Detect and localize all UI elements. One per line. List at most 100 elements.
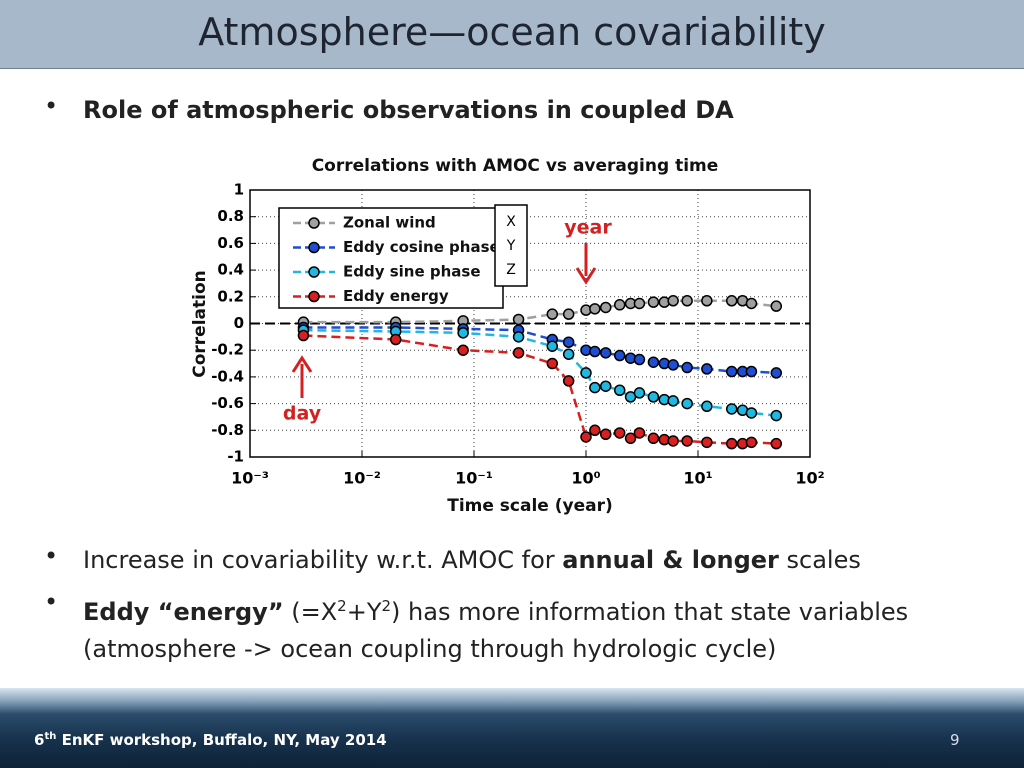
y-tick-label: -0.4 — [211, 367, 244, 385]
annotation: Y — [506, 238, 516, 254]
annotation: year — [564, 217, 612, 239]
y-tick-label: -0.8 — [211, 421, 244, 439]
bullet-text: (=X — [283, 598, 338, 626]
data-point — [725, 403, 738, 415]
data-point — [667, 295, 679, 307]
data-point — [457, 344, 469, 356]
data-point — [613, 427, 626, 439]
data-point — [457, 327, 469, 339]
data-point — [633, 297, 646, 310]
data-point — [580, 431, 592, 443]
data-point — [725, 437, 738, 450]
data-point — [701, 295, 713, 307]
legend-label: Eddy cosine phase — [343, 238, 500, 256]
legend-label: Eddy sine phase — [343, 263, 481, 281]
data-point — [589, 424, 601, 437]
data-point — [512, 313, 525, 326]
x-tick-label: 10¹ — [683, 469, 712, 488]
chart: Correlations with AMOC vs averaging time… — [190, 156, 825, 516]
data-point — [546, 357, 559, 370]
data-point — [633, 427, 646, 439]
legend-marker — [308, 241, 320, 254]
footer-text: 6th EnKF workshop, Buffalo, NY, May 2014 — [34, 731, 387, 749]
bullet-text: annual & longer — [562, 546, 779, 574]
data-point — [745, 407, 758, 419]
data-point — [681, 435, 693, 447]
legend-marker — [308, 266, 320, 278]
bullet-text: Increase in covariability w.r.t. AMOC fo… — [83, 546, 563, 574]
slide-title: Atmosphere—ocean covariability — [198, 10, 826, 54]
x-tick-label: 10² — [795, 469, 824, 488]
data-point — [667, 359, 679, 371]
bullet-text: +Y — [346, 598, 382, 626]
annotation: day — [283, 403, 322, 425]
data-point — [546, 308, 559, 320]
data-point — [745, 297, 758, 310]
data-point — [647, 296, 660, 308]
data-point — [701, 400, 713, 413]
y-tick-label: -1 — [227, 448, 244, 466]
data-point — [613, 299, 626, 311]
legend-label: Zonal wind — [343, 214, 436, 232]
superscript: 2 — [337, 597, 347, 615]
data-point — [589, 303, 601, 315]
data-point — [512, 331, 525, 343]
y-tick-label: 0 — [234, 314, 244, 332]
data-point — [562, 336, 575, 348]
bullet-text: scales — [778, 546, 861, 574]
data-point — [701, 363, 713, 375]
y-tick-label: 1 — [234, 181, 244, 199]
data-point — [770, 437, 783, 450]
legend-marker — [308, 217, 320, 229]
legend-label: Eddy energy — [343, 287, 449, 305]
bullet-text: Eddy “energy” — [83, 598, 284, 626]
bullet-text: (atmosphere -> ocean coupling through hy… — [83, 635, 777, 663]
data-point — [647, 391, 660, 403]
annotation: X — [506, 214, 516, 230]
data-point — [599, 301, 612, 314]
data-point — [701, 436, 713, 449]
data-point — [647, 356, 660, 368]
series-line — [303, 326, 777, 375]
bullet-text: Role of atmospheric observations in coup… — [83, 96, 734, 124]
y-tick-label: 0.4 — [217, 261, 244, 279]
y-tick-label: 0.8 — [217, 207, 244, 225]
data-point — [745, 365, 758, 378]
data-point — [770, 367, 783, 379]
data-point — [633, 353, 646, 366]
page-number: 9 — [950, 731, 960, 749]
data-point — [589, 381, 601, 394]
data-point — [562, 375, 575, 387]
arrow-head — [291, 355, 313, 373]
data-point — [389, 333, 402, 346]
arrow-head — [575, 267, 597, 285]
superscript: 2 — [381, 597, 392, 615]
data-point — [599, 380, 612, 392]
superscript: th — [44, 731, 57, 742]
data-point — [725, 365, 738, 378]
series-line — [303, 328, 777, 417]
x-tick-label: 10⁰ — [571, 469, 600, 488]
x-tick-label: 10⁻² — [343, 469, 381, 488]
data-point — [562, 308, 575, 320]
y-tick-label: -0.2 — [211, 341, 244, 359]
data-point — [613, 349, 626, 362]
data-point — [770, 300, 783, 312]
data-point — [562, 348, 575, 360]
data-point — [667, 435, 679, 447]
x-tick-label: 10⁻³ — [231, 469, 269, 488]
data-point — [599, 428, 612, 441]
data-point — [725, 295, 738, 307]
data-point — [770, 409, 783, 422]
data-point — [599, 347, 612, 359]
data-point — [681, 361, 693, 374]
chart-title: Correlations with AMOC vs averaging time — [312, 156, 719, 176]
y-tick-label: 0.6 — [217, 234, 244, 252]
data-point — [613, 384, 626, 396]
xyz-box — [494, 204, 528, 287]
annotation: Z — [506, 262, 516, 278]
data-point — [745, 436, 758, 449]
data-point — [633, 387, 646, 399]
footer-text: EnKF workshop, Buffalo, NY, May 2014 — [56, 731, 387, 749]
